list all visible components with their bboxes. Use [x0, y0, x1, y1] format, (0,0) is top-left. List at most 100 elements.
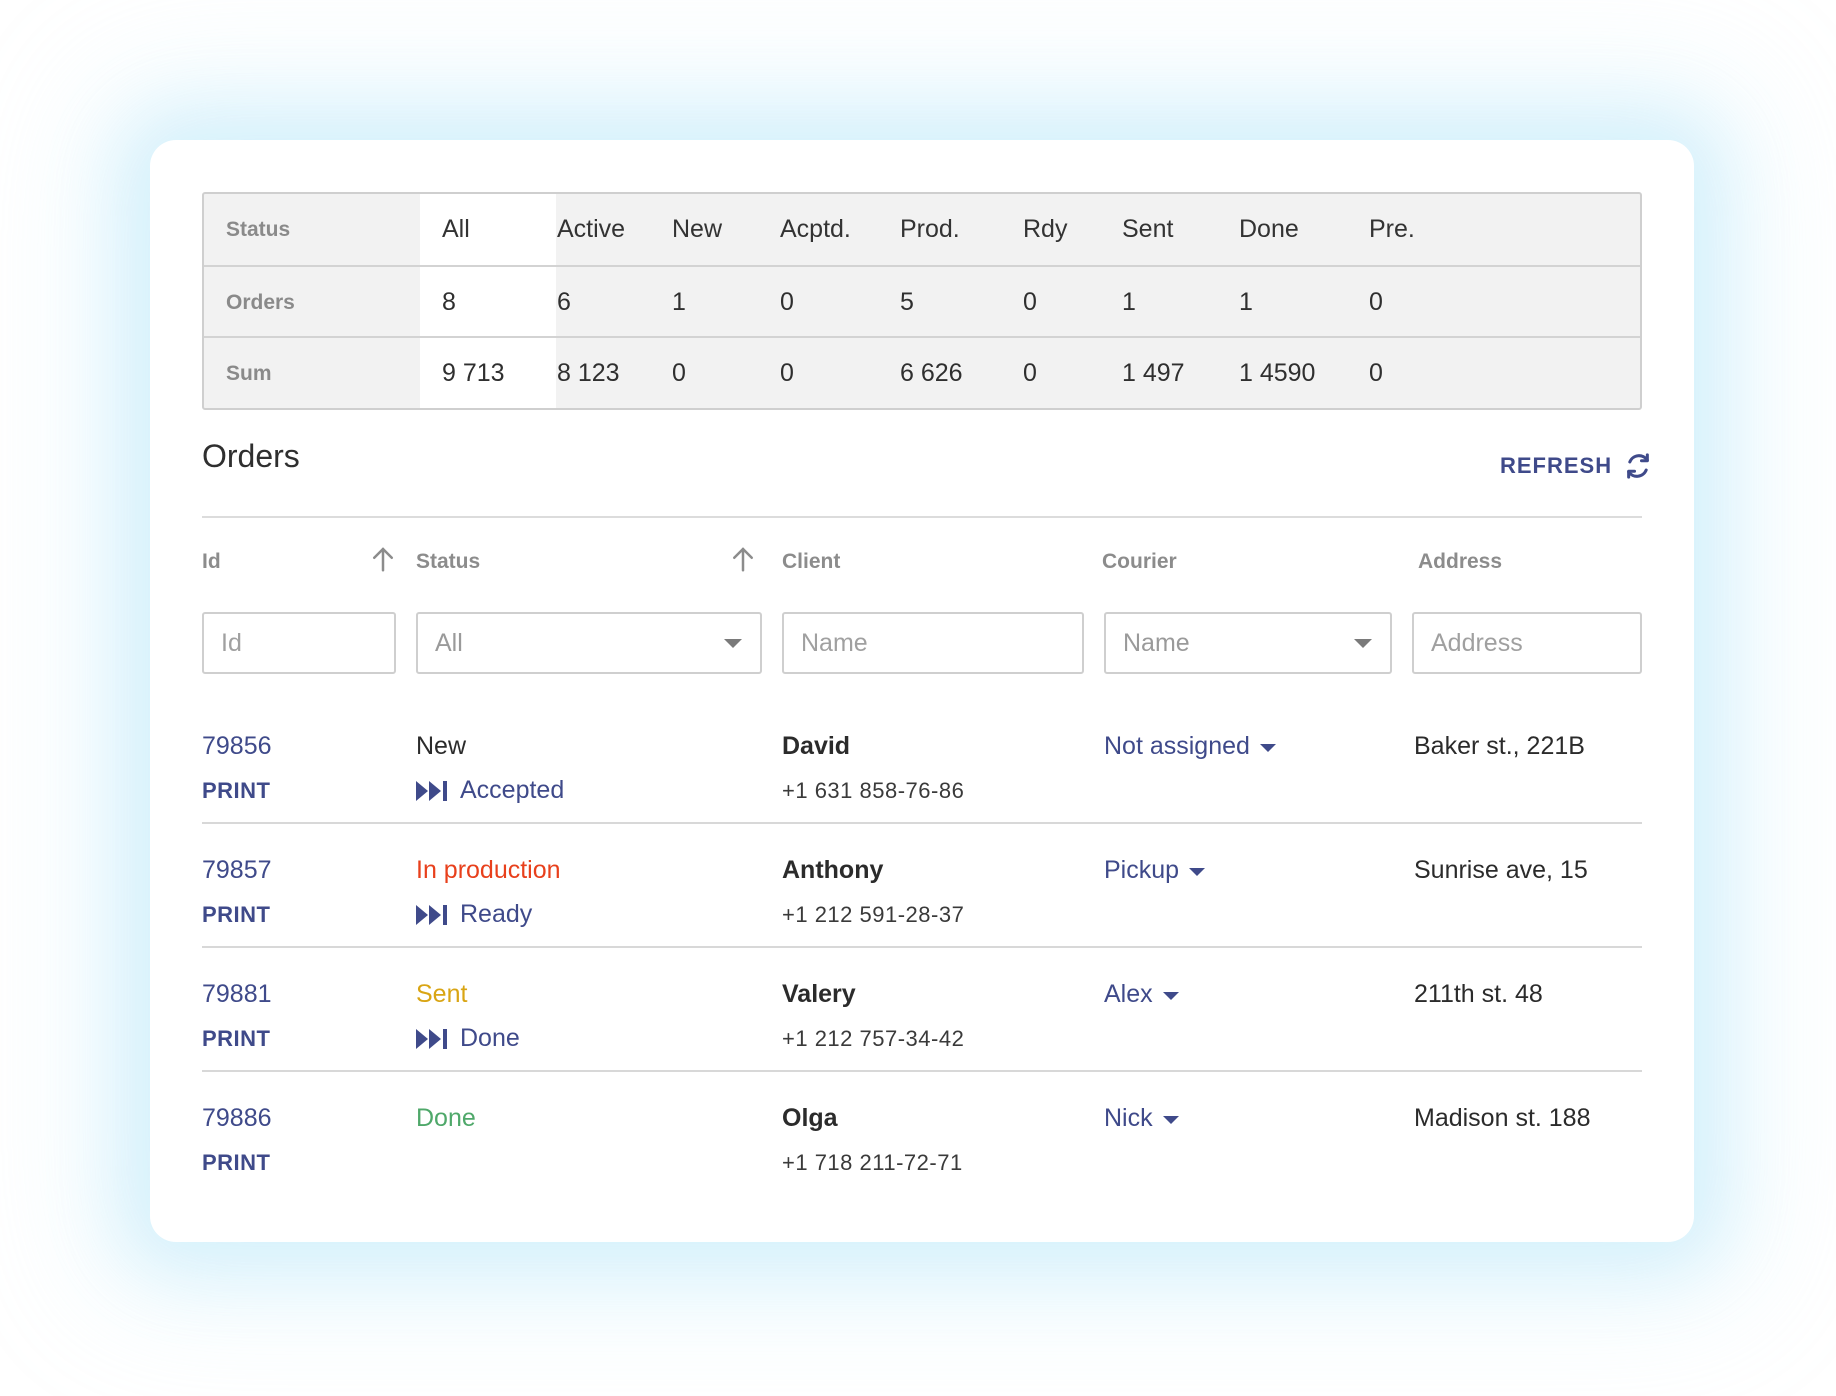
summary-col-active[interactable]: Active [557, 215, 626, 243]
advance-status-button[interactable]: Accepted [416, 776, 564, 805]
row-divider [202, 1070, 1642, 1072]
skip-forward-icon [416, 904, 447, 925]
print-button[interactable]: PRINT [202, 778, 271, 803]
order-status: New [416, 732, 467, 760]
order-status: Sent [416, 980, 468, 1008]
summary-orders-cell: 1 [1122, 288, 1136, 316]
summary-selected-column-highlight [420, 194, 556, 408]
order-id-link[interactable]: 79856 [202, 732, 272, 760]
next-status-label: Done [460, 1024, 520, 1052]
summary-orders-cell: 8 [442, 288, 456, 316]
table-row: 79881 PRINT Sent Done Valery +1 212 757-… [202, 960, 1642, 1084]
client-name: Valery [782, 980, 856, 1008]
table-row: 79886 PRINT Done Olga +1 718 211-72-71 N… [202, 1084, 1642, 1208]
summary-col-rdy[interactable]: Rdy [1023, 215, 1068, 243]
refresh-label: REFRESH [1500, 453, 1613, 478]
summary-sum-cell: 6 626 [900, 359, 963, 387]
summary-orders-cell: 0 [1369, 288, 1383, 316]
status-filter-select[interactable]: All [416, 612, 762, 674]
order-id-link[interactable]: 79881 [202, 980, 272, 1008]
summary-sum-cell: 8 123 [557, 359, 620, 387]
skip-forward-icon [416, 780, 447, 801]
order-address: 211th st. 48 [1414, 980, 1543, 1008]
next-status-label: Ready [460, 900, 533, 928]
summary-col-prod[interactable]: Prod. [900, 215, 960, 243]
table-row: 79856 PRINT New Accepted David +1 631 85… [202, 712, 1642, 836]
courier-dropdown[interactable]: Nick [1104, 1104, 1179, 1133]
summary-col-new[interactable]: New [672, 215, 723, 243]
sort-id-arrow-up-icon[interactable] [368, 544, 398, 574]
caret-down-icon [1162, 1115, 1179, 1124]
courier-dropdown[interactable]: Not assigned [1104, 732, 1276, 761]
summary-row-header: Status [226, 218, 291, 241]
summary-row-orders: Orders 8 6 1 0 5 0 1 1 0 [204, 265, 1640, 336]
summary-orders-cell: 0 [780, 288, 794, 316]
summary-col-done[interactable]: Done [1239, 215, 1299, 243]
caret-down-icon [1354, 639, 1372, 648]
status-filter-value: All [435, 629, 463, 657]
summary-row-header: Orders [226, 291, 295, 314]
summary-orders-cell: 1 [672, 288, 686, 316]
courier-dropdown[interactable]: Alex [1104, 980, 1179, 1009]
courier-value: Alex [1104, 980, 1153, 1008]
advance-status-button[interactable]: Ready [416, 900, 532, 929]
courier-value: Not assigned [1104, 732, 1250, 760]
courier-filter-value: Name [1123, 629, 1190, 657]
column-header-status[interactable]: Status [416, 550, 481, 573]
id-filter-input[interactable] [202, 612, 396, 674]
summary-sum-cell: 9 713 [442, 359, 505, 387]
client-name: David [782, 732, 851, 760]
row-divider [202, 946, 1642, 948]
order-id-link[interactable]: 79857 [202, 856, 272, 884]
client-filter-input[interactable] [782, 612, 1084, 674]
header-divider [202, 516, 1642, 518]
summary-row-sum: Sum 9 713 8 123 0 0 6 626 0 1 497 1 4590… [204, 336, 1640, 408]
order-id-link[interactable]: 79886 [202, 1104, 272, 1132]
summary-col-acptd[interactable]: Acptd. [780, 215, 851, 243]
next-status-label: Accepted [460, 776, 565, 804]
summary-sum-cell: 0 [1023, 359, 1037, 387]
order-address: Baker st., 221B [1414, 732, 1585, 760]
courier-value: Nick [1104, 1104, 1153, 1132]
address-filter-input[interactable] [1412, 612, 1642, 674]
order-address: Madison st. 188 [1414, 1104, 1591, 1132]
summary-orders-cell: 1 [1239, 288, 1253, 316]
summary-col-sent[interactable]: Sent [1122, 215, 1174, 243]
column-header-client[interactable]: Client [782, 550, 841, 573]
order-status: In production [416, 856, 561, 884]
advance-status-button[interactable]: Done [416, 1024, 520, 1053]
courier-value: Pickup [1104, 856, 1180, 884]
print-button[interactable]: PRINT [202, 1026, 271, 1051]
summary-sum-cell: 1 4590 [1239, 359, 1316, 387]
summary-sum-cell: 1 497 [1122, 359, 1185, 387]
print-button[interactable]: PRINT [202, 902, 271, 927]
summary-col-all[interactable]: All [442, 215, 470, 243]
summary-sum-cell: 0 [672, 359, 686, 387]
order-status: Done [416, 1104, 476, 1132]
summary-row-header: Sum [226, 362, 272, 385]
refresh-icon [1627, 453, 1649, 479]
summary-col-pre[interactable]: Pre. [1369, 215, 1415, 243]
summary-orders-cell: 0 [1023, 288, 1037, 316]
order-address: Sunrise ave, 15 [1414, 856, 1588, 884]
caret-down-icon [1189, 867, 1206, 876]
column-header-address[interactable]: Address [1418, 550, 1503, 573]
summary-row-status: Status All Active New Acptd. Prod. Rdy S… [204, 194, 1640, 265]
status-summary-table: Status All Active New Acptd. Prod. Rdy S… [202, 192, 1642, 410]
client-phone: +1 718 211-72-71 [782, 1150, 963, 1175]
sort-status-arrow-up-icon[interactable] [728, 544, 758, 574]
column-header-id[interactable]: Id [202, 550, 221, 573]
orders-card: Status All Active New Acptd. Prod. Rdy S… [150, 140, 1694, 1242]
summary-sum-cell: 0 [780, 359, 794, 387]
skip-forward-icon [416, 1028, 447, 1049]
row-divider [202, 822, 1642, 824]
refresh-button[interactable]: REFRESH [1500, 450, 1652, 482]
summary-orders-cell: 5 [900, 288, 914, 316]
column-header-courier[interactable]: Courier [1102, 550, 1177, 573]
client-phone: +1 212 591-28-37 [782, 902, 965, 927]
summary-sum-cell: 0 [1369, 359, 1383, 387]
print-button[interactable]: PRINT [202, 1150, 271, 1175]
courier-filter-select[interactable]: Name [1104, 612, 1392, 674]
courier-dropdown[interactable]: Pickup [1104, 856, 1206, 885]
